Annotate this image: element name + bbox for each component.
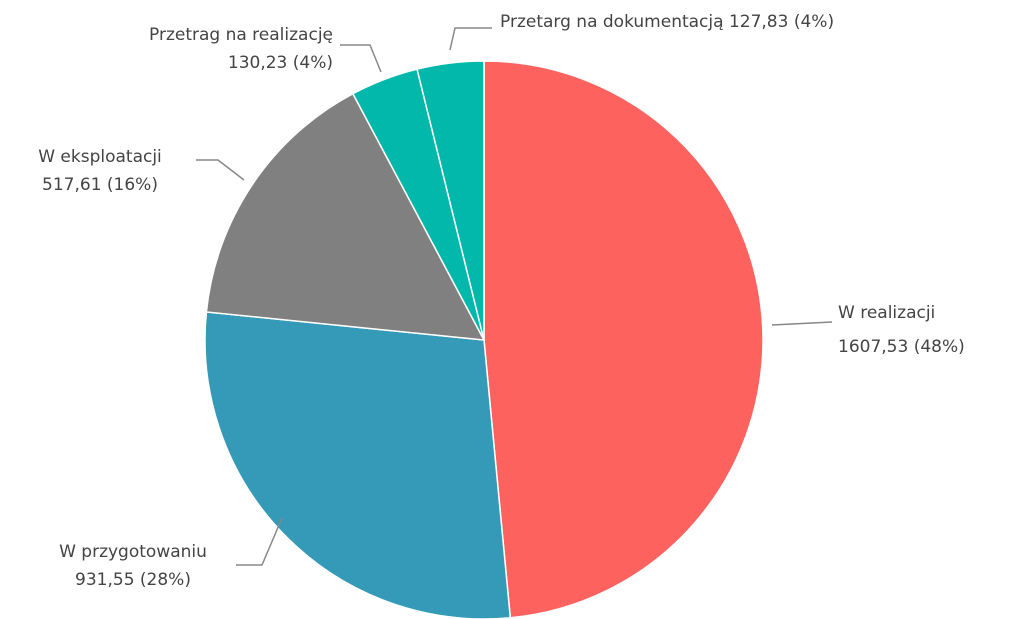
- leader-line: [449, 27, 492, 51]
- slice-label: W przygotowaniu: [59, 542, 207, 562]
- slice-label: W realizacji: [838, 303, 935, 323]
- value-label: 517,61 (16%): [42, 175, 158, 195]
- slice-label: W eksploatacji: [38, 147, 162, 167]
- leader-line: [340, 44, 382, 73]
- slice-label: Przetrag na realizację: [149, 25, 333, 45]
- value-label: 130,23 (4%): [228, 53, 333, 73]
- pie-slice: [416, 60, 485, 341]
- slice-label: Przetarg na dokumentacją: [500, 12, 724, 32]
- leader-line: [236, 517, 283, 566]
- value-label: 127,83 (4%): [729, 12, 834, 32]
- pie-slice: [483, 60, 764, 619]
- leader-line: [196, 159, 245, 181]
- pie-slice: [205, 92, 486, 341]
- leader-line: [771, 321, 833, 326]
- value-label: 931,55 (28%): [75, 570, 191, 590]
- value-label: 1607,53 (48%): [838, 337, 965, 357]
- slice-label-group: Przetarg na dokumentacją 127,83 (4%): [500, 12, 834, 32]
- pie-slice: [204, 311, 512, 619]
- pie: [204, 60, 764, 619]
